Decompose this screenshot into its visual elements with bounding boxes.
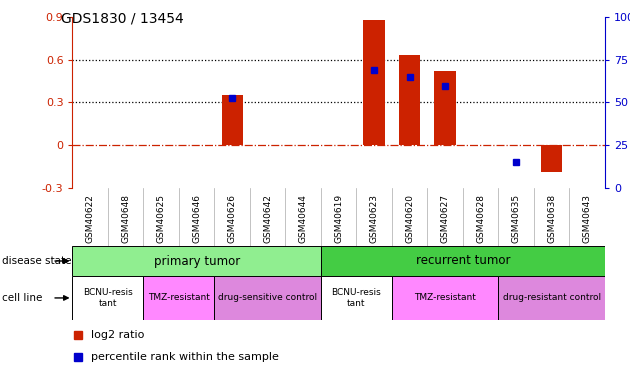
Bar (399, 55, 420, 145)
Text: GSM40625: GSM40625 (157, 194, 166, 243)
Text: TMZ-resistant: TMZ-resistant (414, 294, 476, 302)
Text: GSM40644: GSM40644 (299, 194, 307, 243)
Text: cell line: cell line (2, 293, 42, 303)
Text: percentile rank within the sample: percentile rank within the sample (91, 352, 279, 362)
Bar (222, 95, 243, 145)
Text: GSM40635: GSM40635 (512, 194, 520, 243)
Text: GSM40648: GSM40648 (121, 194, 130, 243)
Text: drug-resistant control: drug-resistant control (503, 294, 600, 302)
Text: GSM40628: GSM40628 (476, 194, 485, 243)
Text: GSM40619: GSM40619 (334, 194, 343, 243)
Text: recurrent tumor: recurrent tumor (416, 255, 510, 267)
Text: GSM40642: GSM40642 (263, 194, 272, 243)
Text: log2 ratio: log2 ratio (91, 330, 144, 339)
Text: TMZ-resistant: TMZ-resistant (148, 294, 210, 302)
Text: primary tumor: primary tumor (154, 255, 240, 267)
Text: BCNU-resis
tant: BCNU-resis tant (331, 288, 381, 308)
Text: GSM40643: GSM40643 (583, 194, 592, 243)
Text: GSM40623: GSM40623 (370, 194, 379, 243)
Bar (214, 276, 321, 320)
Bar (72, 276, 144, 320)
Text: GSM40627: GSM40627 (440, 194, 450, 243)
Text: GSM40626: GSM40626 (227, 194, 237, 243)
Bar (435, 71, 455, 145)
Bar (498, 276, 605, 320)
Text: BCNU-resis
tant: BCNU-resis tant (83, 288, 133, 308)
Text: GSM40638: GSM40638 (547, 194, 556, 243)
Text: drug-sensitive control: drug-sensitive control (218, 294, 318, 302)
Bar (72, 246, 321, 276)
Text: GSM40622: GSM40622 (86, 194, 94, 243)
Bar (392, 276, 498, 320)
Text: GSM40646: GSM40646 (192, 194, 201, 243)
Bar (541, 145, 562, 172)
Text: GDS1830 / 13454: GDS1830 / 13454 (62, 11, 184, 25)
Bar (364, 20, 385, 145)
Text: disease state: disease state (2, 256, 71, 266)
Bar (144, 276, 214, 320)
Bar (321, 246, 605, 276)
Bar (321, 276, 392, 320)
Text: GSM40620: GSM40620 (405, 194, 414, 243)
